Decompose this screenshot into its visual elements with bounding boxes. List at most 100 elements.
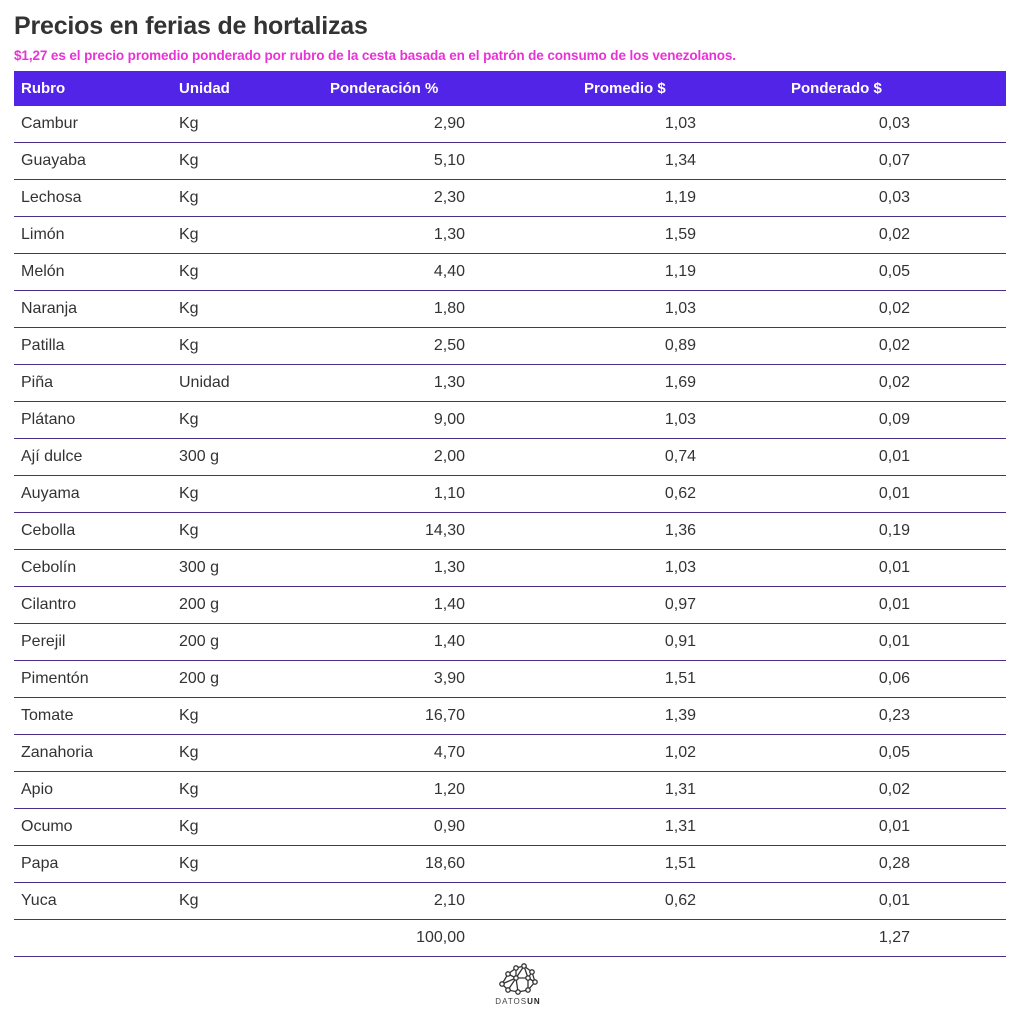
cell-ponderado: 0,01 — [878, 596, 910, 613]
cell-ponderado: 0,01 — [878, 485, 910, 502]
cell-unidad: Kg — [179, 152, 199, 169]
cell-ponderacion: 1,30 — [433, 226, 465, 243]
cell-unidad: Kg — [179, 707, 199, 724]
cell-promedio: 1,39 — [664, 707, 696, 724]
table-row: Papa Kg 18,60 1,51 0,28 — [14, 846, 1006, 883]
table-row: Ocumo Kg 0,90 1,31 0,01 — [14, 809, 1006, 846]
page-title: Precios en ferias de hortalizas — [14, 12, 368, 40]
cell-unidad: 300 g — [179, 448, 220, 465]
cell-rubro: Melón — [21, 263, 65, 280]
table-row: Zanahoria Kg 4,70 1,02 0,05 — [14, 735, 1006, 772]
cell-ponderacion: 4,40 — [433, 263, 465, 280]
cell-promedio: 1,69 — [664, 374, 696, 391]
cell-promedio: 0,89 — [664, 337, 696, 354]
cell-unidad: Kg — [179, 189, 199, 206]
cell-ponderacion: 1,80 — [433, 300, 465, 317]
cell-ponderado: 0,05 — [878, 744, 910, 761]
table-row: Melón Kg 4,40 1,19 0,05 — [14, 254, 1006, 291]
cell-ponderado: 0,01 — [878, 559, 910, 576]
cell-promedio: 1,02 — [664, 744, 696, 761]
cell-promedio: 1,59 — [664, 226, 696, 243]
cell-ponderacion: 1,20 — [433, 781, 465, 798]
cell-ponderado: 0,09 — [878, 411, 910, 428]
cell-promedio: 1,36 — [664, 522, 696, 539]
cell-rubro: Piña — [21, 374, 54, 391]
cell-rubro: Cebolín — [21, 559, 77, 576]
cell-ponderado: 0,23 — [878, 707, 910, 724]
cell-rubro: Naranja — [21, 300, 78, 317]
table-row: Tomate Kg 16,70 1,39 0,23 — [14, 698, 1006, 735]
network-brain-icon — [499, 963, 538, 995]
cell-ponderado: 0,01 — [878, 892, 910, 909]
column-header-ponderacion: Ponderación % — [330, 80, 439, 97]
cell-unidad: Unidad — [179, 374, 230, 391]
cell-rubro: Apio — [21, 781, 54, 798]
cell-rubro: Plátano — [21, 411, 76, 428]
cell-unidad: Kg — [179, 263, 199, 280]
column-header-ponderado: Ponderado $ — [791, 80, 882, 97]
cell-unidad: Kg — [179, 226, 199, 243]
cell-unidad: Kg — [179, 892, 199, 909]
table-row: Naranja Kg 1,80 1,03 0,02 — [14, 291, 1006, 328]
cell-unidad: Kg — [179, 485, 199, 502]
table-row: Yuca Kg 2,10 0,62 0,01 — [14, 883, 1006, 920]
table-row: Cambur Kg 2,90 1,03 0,03 — [14, 106, 1006, 143]
cell-rubro: Patilla — [21, 337, 65, 354]
table-row: Guayaba Kg 5,10 1,34 0,07 — [14, 143, 1006, 180]
cell-ponderado: 0,03 — [878, 115, 910, 132]
cell-promedio: 1,03 — [664, 300, 696, 317]
cell-ponderacion: 14,30 — [424, 522, 465, 539]
cell-promedio: 0,97 — [664, 596, 696, 613]
cell-rubro: Guayaba — [21, 152, 86, 169]
cell-rubro: Ocumo — [21, 818, 73, 835]
cell-ponderacion: 2,00 — [433, 448, 465, 465]
cell-unidad: Kg — [179, 744, 199, 761]
cell-unidad: Kg — [179, 337, 199, 354]
cell-promedio: 0,74 — [664, 448, 696, 465]
cell-ponderado: 0,02 — [878, 337, 910, 354]
cell-ponderado: 0,06 — [878, 670, 910, 687]
cell-promedio: 1,34 — [664, 152, 696, 169]
cell-ponderado: 0,02 — [878, 781, 910, 798]
cell-promedio: 1,03 — [664, 559, 696, 576]
cell-ponderacion: 18,60 — [424, 855, 465, 872]
table-row: Lechosa Kg 2,30 1,19 0,03 — [14, 180, 1006, 217]
cell-ponderado: 0,01 — [878, 633, 910, 650]
page-subtitle: $1,27 es el precio promedio ponderado po… — [14, 48, 736, 63]
cell-promedio: 0,62 — [664, 485, 696, 502]
prices-table: Rubro Unidad Ponderación % Promedio $ Po… — [14, 71, 1006, 957]
cell-rubro: Perejil — [21, 633, 66, 650]
datosun-logo: DATOSUN — [493, 962, 543, 1010]
cell-ponderacion: 5,10 — [433, 152, 465, 169]
cell-rubro: Yuca — [21, 892, 57, 909]
cell-ponderacion: 0,90 — [433, 818, 465, 835]
cell-ponderacion: 2,90 — [433, 115, 465, 132]
table-row: Piña Unidad 1,30 1,69 0,02 — [14, 365, 1006, 402]
totals-row: 100,00 1,27 — [14, 920, 1006, 957]
cell-ponderacion: 2,30 — [433, 189, 465, 206]
table-row: Auyama Kg 1,10 0,62 0,01 — [14, 476, 1006, 513]
cell-rubro: Tomate — [21, 707, 74, 724]
cell-rubro: Cambur — [21, 115, 78, 132]
cell-ponderacion: 1,30 — [433, 559, 465, 576]
cell-rubro: Lechosa — [21, 189, 82, 206]
cell-promedio: 1,19 — [664, 263, 696, 280]
cell-promedio: 1,51 — [664, 670, 696, 687]
table-header: Rubro Unidad Ponderación % Promedio $ Po… — [14, 71, 1006, 106]
cell-ponderado: 0,02 — [878, 226, 910, 243]
cell-unidad: Kg — [179, 300, 199, 317]
cell-rubro: Zanahoria — [21, 744, 94, 761]
column-header-rubro: Rubro — [21, 80, 66, 97]
table-row: Plátano Kg 9,00 1,03 0,09 — [14, 402, 1006, 439]
cell-rubro: Cebolla — [21, 522, 76, 539]
column-header-unidad: Unidad — [179, 80, 230, 97]
cell-rubro: Limón — [21, 226, 65, 243]
cell-ponderacion: 1,30 — [433, 374, 465, 391]
table-row: Cebolín 300 g 1,30 1,03 0,01 — [14, 550, 1006, 587]
cell-ponderado: 0,07 — [878, 152, 910, 169]
cell-unidad: 200 g — [179, 596, 220, 613]
column-header-promedio: Promedio $ — [584, 80, 666, 97]
cell-unidad: Kg — [179, 818, 199, 835]
table-row: Perejil 200 g 1,40 0,91 0,01 — [14, 624, 1006, 661]
cell-unidad: Kg — [179, 411, 199, 428]
